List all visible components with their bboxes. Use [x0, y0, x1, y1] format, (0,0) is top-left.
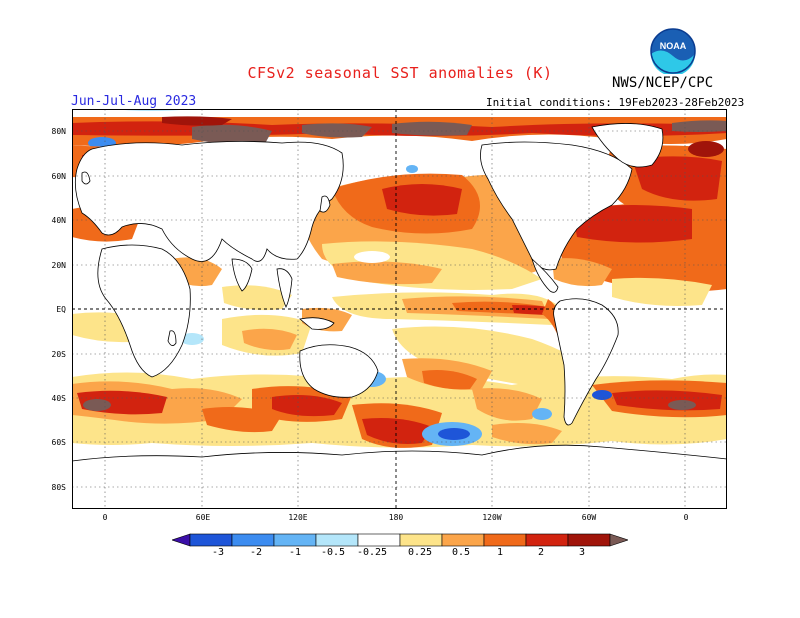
- lat-label-80s: 80S: [51, 483, 66, 492]
- noaa-logo: NOAA: [650, 28, 696, 78]
- lat-label-20s: 20S: [51, 350, 66, 359]
- colorbar-label: -0.25: [356, 547, 388, 558]
- colorbar-cell: [399, 533, 443, 547]
- season-label: Jun-Jul-Aug 2023: [71, 94, 197, 109]
- colorbar-label: 3: [578, 547, 586, 558]
- colorbar-cell: [273, 533, 317, 547]
- lat-label-40s: 40S: [51, 394, 66, 403]
- colorbar-label: -0.5: [320, 547, 346, 558]
- colorbar-label: -2: [249, 547, 263, 558]
- colorbar-cell: [441, 533, 485, 547]
- north-pacific-anomaly-field: [301, 165, 560, 290]
- equator-dateline-lines: [72, 109, 727, 509]
- land-masses: [72, 123, 727, 509]
- southern-ocean-anomaly-field: [72, 372, 727, 448]
- lat-label-eq: EQ: [56, 305, 66, 314]
- equatorial-pacific-anomaly-field: [302, 292, 570, 349]
- agency-label: NWS/NCEP/CPC: [612, 75, 714, 91]
- lon-label-120e: 120E: [288, 513, 308, 522]
- colorbar-label: -3: [211, 547, 225, 558]
- lon-label-0: 0: [102, 513, 108, 522]
- colorbar-label: 2: [537, 547, 545, 558]
- colorbar-label: -1: [288, 547, 302, 558]
- colorbar-cell: [567, 533, 611, 547]
- map-frame: [72, 109, 727, 509]
- lat-label-60s: 60S: [51, 438, 66, 447]
- lat-label-80n: 80N: [51, 127, 66, 136]
- colorbar-label: 1: [496, 547, 504, 558]
- colorbar-cell: [231, 533, 275, 547]
- colorbar-cell: [189, 533, 233, 547]
- colorbar-cell: [483, 533, 527, 547]
- colorbar-cell: [357, 533, 401, 547]
- colorbar-cell-low: [172, 533, 191, 547]
- svg-text:NOAA: NOAA: [660, 41, 687, 51]
- colorbar-cell: [525, 533, 569, 547]
- map-graticule: [72, 109, 727, 509]
- lon-label-0-right: 0: [683, 513, 689, 522]
- lon-label-120w: 120W: [482, 513, 502, 522]
- lat-label-20n: 20N: [51, 261, 66, 270]
- lon-label-60w: 60W: [581, 513, 597, 522]
- colorbar-label: 0.25: [407, 547, 433, 558]
- lat-label-40n: 40N: [51, 216, 66, 225]
- initial-conditions-label: Initial conditions: 19Feb2023-28Feb2023: [486, 96, 745, 109]
- colorbar-cell-high: [609, 533, 628, 547]
- lon-label-60e: 60E: [195, 513, 211, 522]
- map-title: CFSv2 seasonal SST anomalies (K): [247, 64, 553, 82]
- colorbar: [172, 533, 628, 547]
- colorbar-cell: [315, 533, 359, 547]
- lon-label-180: 180: [388, 513, 404, 522]
- lat-label-60n: 60N: [51, 172, 66, 181]
- sst-anomaly-map: [72, 109, 727, 509]
- colorbar-label: 0.5: [451, 547, 471, 558]
